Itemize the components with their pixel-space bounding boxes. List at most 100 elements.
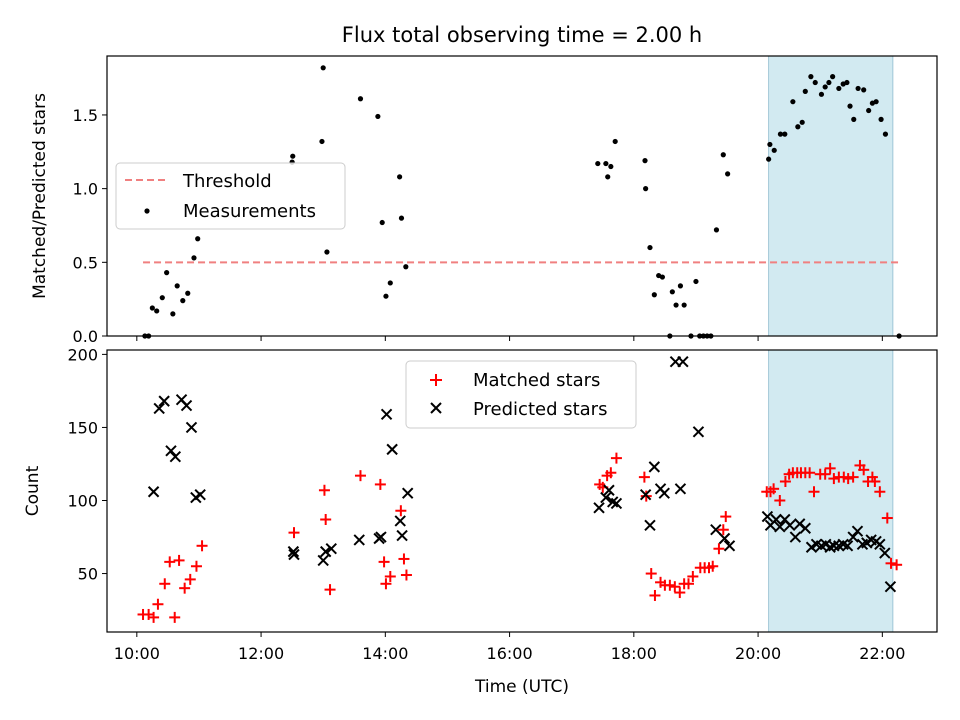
matched-star-point [674, 587, 686, 599]
predicted-star-point [639, 488, 652, 501]
measurement-point [324, 249, 330, 255]
x-tick-label: 20:00 [735, 644, 781, 663]
matched-star-point [717, 524, 729, 536]
predicted-star-point [674, 483, 687, 495]
measurement-point [693, 278, 699, 285]
measurement-point [379, 219, 385, 226]
predicted-star-point [789, 531, 802, 543]
matched-star-point [288, 527, 300, 539]
bottom-panel: 50 100 150 200 10:00 12:00 14:00 16:00 18:00 20:… [23, 345, 938, 697]
measurement-point [725, 171, 731, 177]
matched-star-point [384, 570, 396, 582]
matched-star-point [819, 468, 831, 480]
measurement-point [799, 119, 805, 125]
measurement-point [673, 302, 679, 308]
measurement-point [387, 280, 393, 286]
bottom-y-axis-ticks: 50 100 150 200 [67, 345, 107, 584]
matched-star-point [779, 476, 791, 488]
x-tick-label: 12:00 [238, 644, 284, 663]
measurement-point [847, 103, 853, 109]
matched-star-point [169, 611, 181, 623]
measurement-point [802, 88, 808, 94]
predicted-star-point [677, 355, 689, 368]
predicted-star-point [317, 554, 329, 567]
top-x-axis-ticks [136, 336, 883, 341]
x-tick-label: 16:00 [487, 644, 533, 663]
matched-star-point [881, 512, 893, 524]
measurement-point [812, 79, 818, 86]
measurement-point [826, 79, 832, 86]
predicted-star-point [380, 408, 393, 420]
matched-star-point [645, 568, 657, 580]
measurement-point [808, 74, 814, 80]
top-panel: Flux total observing time = 2.00 h 0.00.… [30, 23, 938, 346]
measurement-point [149, 305, 155, 311]
predicted-star-point [761, 510, 774, 523]
chart-title: Flux total observing time = 2.00 h [342, 23, 702, 47]
matched-star-point [354, 470, 366, 482]
matched-star-point [804, 467, 816, 479]
top-legend-box [115, 162, 346, 230]
measurement-point [822, 84, 828, 90]
measurement-point [771, 147, 777, 153]
measurement-point [605, 174, 611, 180]
matched-star-point [374, 478, 386, 490]
measurement-point [844, 79, 850, 86]
predicted-star-point [658, 487, 670, 499]
measurement-point [681, 302, 687, 308]
predicted-star-point [851, 525, 864, 537]
matched-star-point [398, 553, 410, 565]
predicted-star-point [884, 580, 897, 593]
measurement-point [154, 308, 160, 314]
predicted-stars-series [147, 355, 897, 593]
measurement-point [643, 186, 649, 192]
predicted-star-point [165, 445, 177, 457]
measurement-point [669, 289, 675, 295]
predicted-star-point [600, 491, 612, 504]
predicted-star-point [828, 540, 840, 552]
predicted-star-point [375, 531, 387, 543]
x-tick-label: 18:00 [611, 644, 657, 663]
measurement-point [357, 96, 364, 102]
bottom-plot-frame [106, 349, 938, 633]
measurement-point [866, 107, 872, 114]
top-y-axis-ticks: 0.0 0.5 1.0 1.5 [73, 106, 107, 346]
predicted-star-point [847, 531, 859, 543]
measurement-point [873, 99, 879, 105]
matched-star-point [395, 505, 407, 517]
measurement-point [191, 255, 197, 261]
matched-star-point [380, 578, 392, 590]
measurement-point [608, 163, 614, 170]
predicted-star-point [710, 524, 722, 536]
matched-star-point [638, 471, 650, 483]
measurement-point [195, 236, 201, 242]
measurement-point [777, 131, 784, 137]
measurement-point [170, 311, 176, 317]
predicted-star-point [158, 395, 170, 407]
predicted-star-point [879, 547, 891, 559]
predicted-star-point [644, 519, 656, 532]
predicted-star-point [401, 487, 414, 499]
matched-star-point [808, 486, 820, 498]
predicted-star-point [353, 534, 365, 546]
measurements-legend-label: Measurements [183, 201, 316, 222]
bottom-y-axis-label: Count [23, 465, 43, 516]
predicted-star-point [386, 443, 398, 456]
measurement-point [882, 131, 889, 137]
predicted-star-point [692, 426, 705, 438]
y-tick-label: 200 [67, 345, 98, 364]
measurement-point [830, 74, 836, 80]
measurement-point [767, 141, 773, 148]
measurement-point [659, 274, 666, 280]
matched-star-point [707, 560, 719, 572]
measurement-point [818, 91, 825, 97]
measurement-point [790, 99, 796, 105]
measurement-point [782, 131, 788, 137]
matched-star-point [378, 556, 390, 568]
x-tick-label: 22:00 [859, 644, 905, 663]
predicted-star-point [593, 502, 605, 514]
predicted-star-point [153, 402, 165, 415]
predicted-star-point [147, 486, 160, 498]
threshold-legend-label: Threshold [182, 171, 272, 192]
